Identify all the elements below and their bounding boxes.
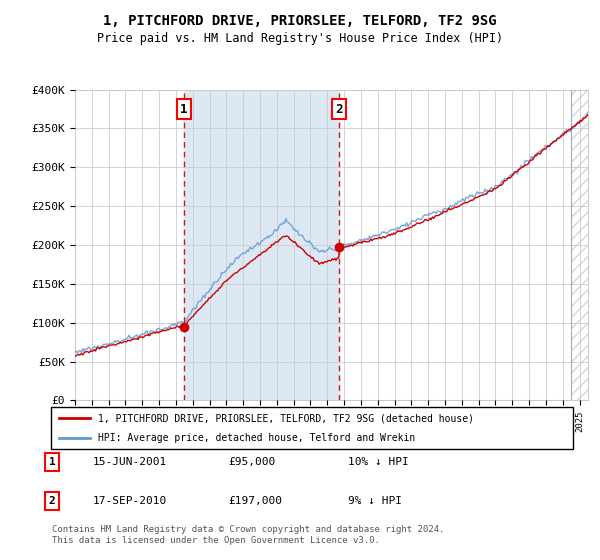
Text: 2: 2 [49, 496, 56, 506]
Text: £95,000: £95,000 [228, 457, 275, 467]
Text: 17-SEP-2010: 17-SEP-2010 [93, 496, 167, 506]
Text: HPI: Average price, detached house, Telford and Wrekin: HPI: Average price, detached house, Telf… [98, 433, 415, 443]
Bar [571, 90, 588, 400]
Text: 2: 2 [335, 102, 343, 115]
Bar [571, 90, 588, 400]
Text: 1, PITCHFORD DRIVE, PRIORSLEE, TELFORD, TF2 9SG: 1, PITCHFORD DRIVE, PRIORSLEE, TELFORD, … [103, 14, 497, 28]
Text: Price paid vs. HM Land Registry's House Price Index (HPI): Price paid vs. HM Land Registry's House … [97, 32, 503, 45]
Text: 15-JUN-2001: 15-JUN-2001 [93, 457, 167, 467]
Text: 10% ↓ HPI: 10% ↓ HPI [348, 457, 409, 467]
Text: 1: 1 [49, 457, 56, 467]
FancyBboxPatch shape [51, 407, 573, 449]
Text: £197,000: £197,000 [228, 496, 282, 506]
Text: 1, PITCHFORD DRIVE, PRIORSLEE, TELFORD, TF2 9SG (detached house): 1, PITCHFORD DRIVE, PRIORSLEE, TELFORD, … [98, 413, 474, 423]
Text: 9% ↓ HPI: 9% ↓ HPI [348, 496, 402, 506]
Text: Contains HM Land Registry data © Crown copyright and database right 2024.
This d: Contains HM Land Registry data © Crown c… [52, 525, 445, 545]
Text: 1: 1 [180, 102, 187, 115]
Bar [184, 90, 339, 400]
